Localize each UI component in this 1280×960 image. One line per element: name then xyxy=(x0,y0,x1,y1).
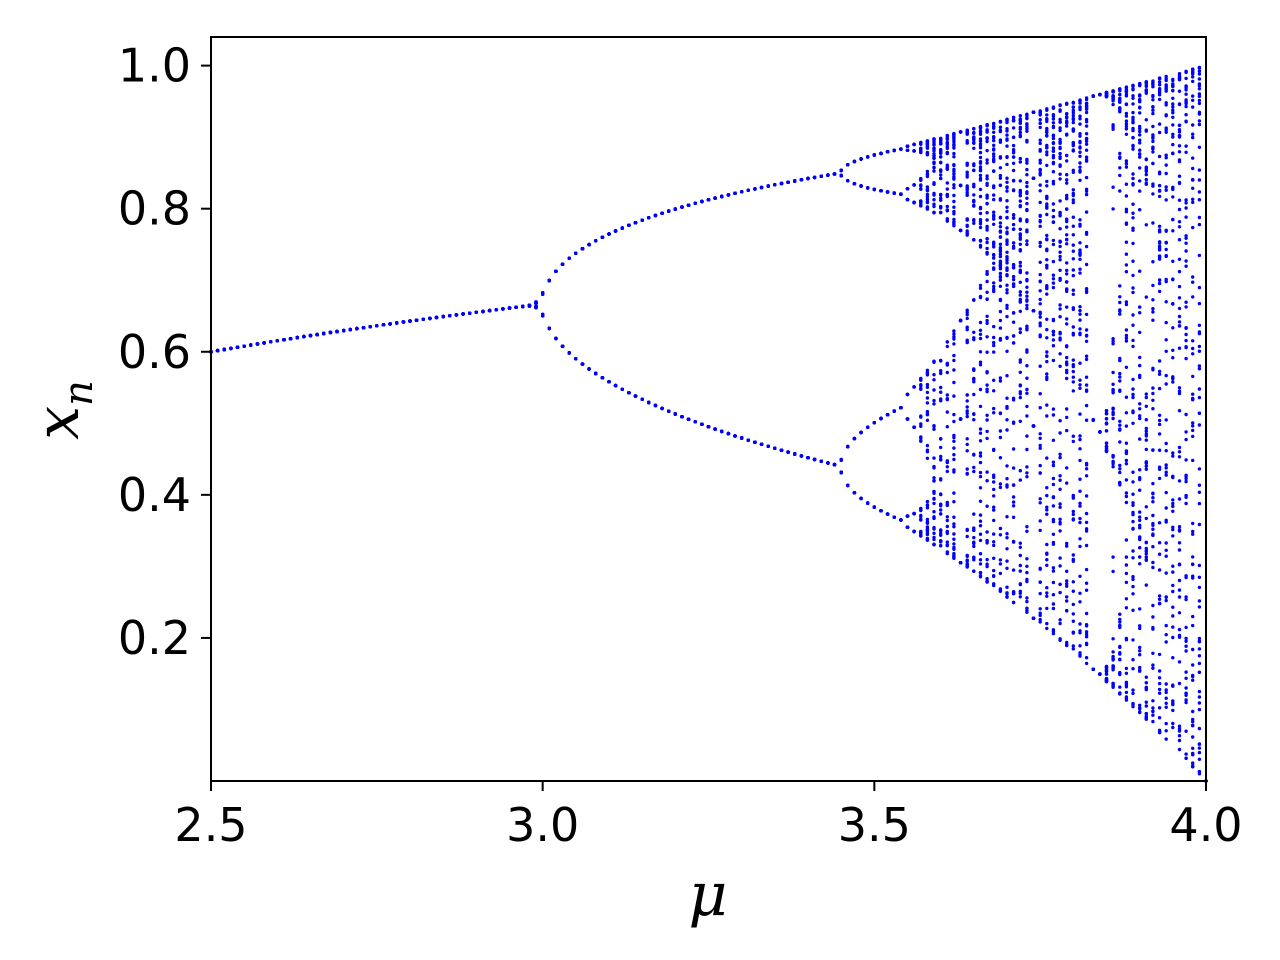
data-point xyxy=(249,343,253,347)
data-point xyxy=(428,316,432,321)
data-point xyxy=(607,232,611,236)
data-point xyxy=(375,324,379,328)
data-point xyxy=(395,321,399,325)
data-point xyxy=(554,269,558,273)
data-point xyxy=(647,400,651,405)
data-point xyxy=(255,342,260,346)
data-point xyxy=(348,327,352,332)
data-point xyxy=(660,211,664,215)
data-point xyxy=(295,335,299,340)
data-point xyxy=(527,304,532,308)
data-point xyxy=(302,334,306,339)
data-point xyxy=(235,345,240,349)
data-point xyxy=(580,247,585,251)
data-point xyxy=(547,326,551,330)
data-point xyxy=(288,337,293,341)
data-point xyxy=(481,309,485,314)
data-point xyxy=(414,318,419,322)
data-point xyxy=(408,319,412,323)
data-point xyxy=(275,339,279,343)
data-point xyxy=(401,320,406,324)
data-point xyxy=(355,326,359,331)
data-point xyxy=(342,328,346,333)
data-point xyxy=(328,330,333,335)
data-point xyxy=(514,305,518,309)
data-point xyxy=(534,304,538,308)
data-point xyxy=(633,394,638,398)
data-point xyxy=(308,333,313,338)
data-point xyxy=(215,348,220,353)
data-point xyxy=(613,229,618,233)
data-point xyxy=(567,256,571,260)
data-point xyxy=(474,310,478,314)
data-point xyxy=(282,338,286,342)
data-point xyxy=(242,344,246,348)
data-point xyxy=(547,278,551,283)
data-point xyxy=(269,340,273,344)
data-point xyxy=(580,362,585,366)
data-point xyxy=(640,218,644,222)
data-point xyxy=(361,326,366,330)
data-point xyxy=(541,312,545,317)
data-point xyxy=(521,304,525,309)
data-point xyxy=(673,207,677,211)
data-point xyxy=(541,292,545,296)
data-point xyxy=(600,376,605,380)
data-point xyxy=(560,262,565,266)
data-point xyxy=(494,308,498,312)
data-point xyxy=(229,346,233,351)
data-point xyxy=(574,357,578,361)
data-point xyxy=(633,221,638,225)
data-point xyxy=(468,311,472,315)
data-point xyxy=(554,336,558,341)
data-point xyxy=(434,315,439,320)
data-point xyxy=(587,367,591,371)
data-point xyxy=(421,317,425,321)
data-point xyxy=(335,329,339,334)
data-point xyxy=(448,314,452,318)
data-point xyxy=(322,331,326,336)
data-point xyxy=(647,216,651,220)
data-point xyxy=(627,391,631,395)
data-point xyxy=(461,312,465,316)
data-point xyxy=(653,213,658,218)
data-point xyxy=(368,325,372,329)
data-points xyxy=(209,65,1208,783)
data-point xyxy=(627,223,631,227)
data-point xyxy=(667,409,671,413)
data-point xyxy=(660,406,664,411)
data-point xyxy=(315,332,319,337)
data-point xyxy=(454,313,459,317)
data-point xyxy=(673,412,677,416)
data-point xyxy=(653,403,658,408)
data-point xyxy=(262,341,266,345)
data-point xyxy=(613,383,618,388)
data-point xyxy=(534,301,538,306)
data-point xyxy=(222,347,226,352)
data-point xyxy=(640,397,644,401)
data-point xyxy=(607,380,611,384)
data-point xyxy=(600,235,605,239)
data-point xyxy=(594,371,598,376)
data-point xyxy=(567,351,571,355)
data-point xyxy=(587,242,591,247)
data-point xyxy=(381,323,386,327)
data-point xyxy=(620,387,624,391)
data-point xyxy=(594,239,598,243)
data-point xyxy=(441,314,445,319)
data-point xyxy=(667,209,671,213)
data-point xyxy=(620,226,624,230)
data-point xyxy=(388,322,392,326)
data-point xyxy=(560,344,565,348)
data-point xyxy=(507,306,512,310)
data-point xyxy=(501,307,505,311)
data-point xyxy=(574,251,578,255)
data-point xyxy=(487,308,492,313)
